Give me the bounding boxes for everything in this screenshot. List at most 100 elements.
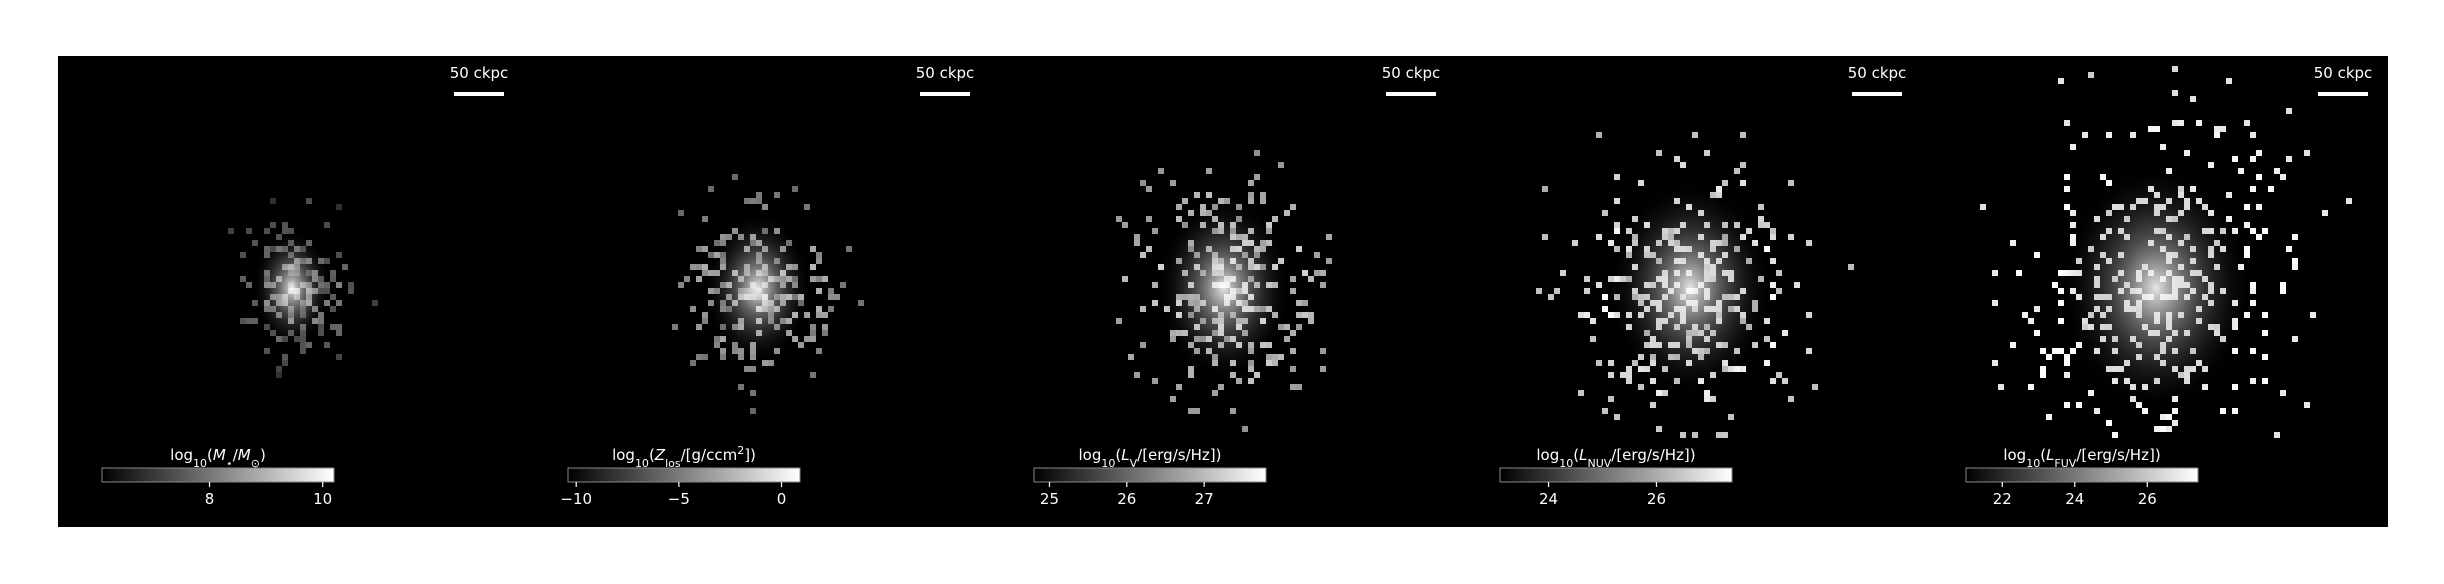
pixel — [348, 288, 354, 294]
pixel — [1140, 342, 1146, 348]
pixel — [1254, 150, 1260, 156]
pixel — [1788, 396, 1794, 402]
label-part: ( — [1573, 446, 1579, 464]
pixel — [324, 342, 330, 348]
label-part: Z — [654, 446, 666, 464]
pixel — [2274, 168, 2280, 174]
pixel — [1248, 192, 1254, 198]
pixel — [828, 306, 834, 312]
pixel — [696, 264, 702, 270]
pixel — [2070, 348, 2076, 354]
label-part: log — [1536, 446, 1559, 464]
pixel — [1152, 228, 1158, 234]
pixel — [276, 372, 282, 378]
pixel — [2322, 210, 2328, 216]
pixel — [1134, 234, 1140, 240]
colorbar-label: log10(LFUV/[erg/s/Hz]) — [2003, 446, 2160, 470]
pixel — [816, 306, 822, 312]
pixel — [1170, 180, 1176, 186]
pixel — [2280, 390, 2286, 396]
pixel — [684, 276, 690, 282]
pixel — [822, 312, 828, 318]
pixel — [2220, 126, 2226, 132]
pixel — [732, 174, 738, 180]
pixel — [696, 354, 702, 360]
pixel — [1122, 222, 1128, 228]
pixel — [1278, 354, 1284, 360]
pixel — [1176, 204, 1182, 210]
pixel — [714, 342, 720, 348]
pixel — [1572, 240, 1578, 246]
label-part: 10 — [1101, 457, 1115, 470]
colorbar-label: log10(LNUV/[erg/s/Hz]) — [1536, 446, 1695, 470]
pixel — [810, 336, 816, 342]
pixel — [1194, 192, 1200, 198]
pixel — [2106, 132, 2112, 138]
pixel — [822, 330, 828, 336]
pixel — [276, 366, 282, 372]
pixel — [1290, 348, 1296, 354]
galaxy-core — [1156, 196, 1292, 380]
pixel — [2250, 282, 2256, 288]
pixel — [2280, 282, 2286, 288]
pixel — [1602, 306, 1608, 312]
pixel — [2262, 378, 2268, 384]
pixel — [1284, 210, 1290, 216]
pixel — [858, 300, 864, 306]
pixel — [702, 264, 708, 270]
colorbar — [1499, 467, 1733, 483]
pixel — [828, 288, 834, 294]
pixel — [1242, 426, 1248, 432]
pixel — [1770, 228, 1776, 234]
pixel — [810, 372, 816, 378]
pixel — [702, 312, 708, 318]
pixel — [2256, 150, 2262, 156]
pixel — [1788, 180, 1794, 186]
pixel — [246, 282, 252, 288]
pixel — [2226, 192, 2232, 198]
pixel — [2046, 414, 2052, 420]
pixel — [2160, 426, 2166, 432]
pixel — [690, 360, 696, 366]
pixel — [1188, 372, 1194, 378]
pixel — [2250, 186, 2256, 192]
colorbar — [1965, 467, 2199, 483]
pixel — [1722, 180, 1728, 186]
panel: 50 ckpc log10(LV/[erg/s/Hz]) 25 26 27 — [1033, 64, 1440, 508]
colorbar-label: log10(LV/[erg/s/Hz]) — [1079, 446, 1222, 470]
pixel — [2022, 312, 2028, 318]
pixel — [2070, 144, 2076, 150]
pixel — [1758, 216, 1764, 222]
pixel — [1260, 198, 1266, 204]
pixel — [2208, 162, 2214, 168]
galaxy-core — [1608, 180, 1772, 396]
pixel — [1992, 360, 1998, 366]
pixel — [1704, 150, 1710, 156]
label-part: ]) — [744, 446, 756, 464]
pixel — [816, 312, 822, 318]
pixel — [1278, 162, 1284, 168]
pixel — [1290, 366, 1296, 372]
pixel — [2070, 222, 2076, 228]
pixel — [2250, 156, 2256, 162]
pixel — [1272, 360, 1278, 366]
pixel — [2280, 174, 2286, 180]
pixel — [2088, 72, 2094, 78]
pixel — [1602, 294, 1608, 300]
label-part: /[erg/s/Hz]) — [1611, 446, 1695, 464]
pixel — [1116, 216, 1122, 222]
pixel — [1266, 354, 1272, 360]
pixel — [822, 276, 828, 282]
pixel — [1680, 432, 1686, 438]
pixel — [330, 306, 336, 312]
pixel — [342, 264, 348, 270]
pixel — [690, 306, 696, 312]
pixel — [1614, 222, 1620, 228]
pixel — [1320, 270, 1326, 276]
pixel — [2106, 420, 2112, 426]
pixel — [1674, 156, 1680, 162]
pixel — [744, 198, 750, 204]
pixel — [1614, 228, 1620, 234]
pixel — [240, 318, 246, 324]
pixel — [1602, 408, 1608, 414]
